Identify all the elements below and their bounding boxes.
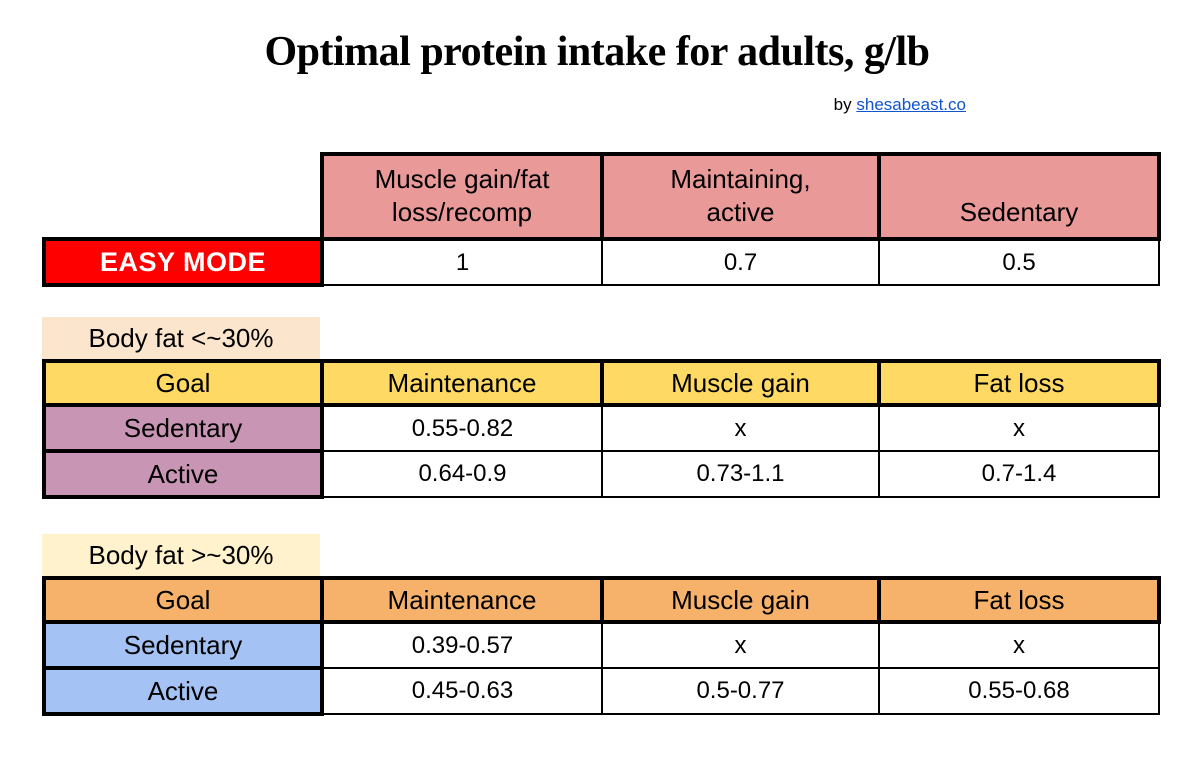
high-bf-active-label: Active (42, 666, 324, 716)
low-bf-active-row: Active 0.64-0.9 0.73-1.1 0.7-1.4 (42, 449, 1160, 499)
easy-header-muscle-gain: Muscle gain/fat loss/recomp (320, 152, 604, 241)
page-title: Optimal protein intake for adults, g/lb (264, 29, 930, 75)
easy-value-muscle-gain: 1 (321, 238, 603, 286)
low-bf-active-muscle-gain: 0.73-1.1 (601, 450, 880, 498)
high-bf-active-muscle-gain: 0.5-0.77 (601, 667, 880, 715)
high-bf-active-row: Active 0.45-0.63 0.5-0.77 0.55-0.68 (42, 666, 1160, 716)
high-bodyfat-table: Goal Maintenance Muscle gain Fat loss Se… (42, 576, 1161, 716)
easy-header-row: Muscle gain/fat loss/recomp Maintaining,… (44, 152, 1161, 241)
byline: by shesabeast.co (834, 95, 966, 115)
high-bf-sedentary-fat-loss: x (878, 621, 1160, 669)
easy-value-maintaining-active: 0.7 (601, 238, 880, 286)
low-bf-header-fat-loss: Fat loss (877, 359, 1161, 407)
low-bf-active-label: Active (42, 449, 324, 499)
high-bf-header-maintenance: Maintenance (320, 576, 604, 624)
low-bf-active-fat-loss: 0.7-1.4 (878, 450, 1160, 498)
easy-mode-row-label: EASY MODE (42, 237, 324, 287)
low-bodyfat-section-label: Body fat <~30% (42, 317, 320, 359)
low-bf-sedentary-muscle-gain: x (601, 404, 880, 452)
high-bf-sedentary-label: Sedentary (42, 620, 324, 670)
easy-corner-empty-cell (44, 154, 322, 239)
high-bf-header-goal: Goal (42, 576, 324, 624)
high-bf-header-row: Goal Maintenance Muscle gain Fat loss (42, 576, 1161, 624)
byline-link[interactable]: shesabeast.co (856, 95, 966, 114)
low-bf-header-maintenance: Maintenance (320, 359, 604, 407)
high-bf-sedentary-maintenance: 0.39-0.57 (321, 621, 603, 669)
low-bf-header-goal: Goal (42, 359, 324, 407)
high-bf-header-muscle-gain: Muscle gain (600, 576, 881, 624)
low-bf-active-maintenance: 0.64-0.9 (321, 450, 603, 498)
easy-header-maintaining-active: Maintaining, active (600, 152, 881, 241)
high-bodyfat-section-label: Body fat >~30% (42, 534, 320, 576)
high-bf-active-maintenance: 0.45-0.63 (321, 667, 603, 715)
low-bf-sedentary-maintenance: 0.55-0.82 (321, 404, 603, 452)
low-bf-header-row: Goal Maintenance Muscle gain Fat loss (42, 359, 1161, 407)
easy-mode-row: EASY MODE 1 0.7 0.5 (42, 237, 1160, 287)
easy-header-sedentary: Sedentary (877, 152, 1161, 241)
easy-mode-table: Muscle gain/fat loss/recomp Maintaining,… (42, 152, 1161, 287)
byline-prefix: by (833, 95, 852, 114)
low-bodyfat-table: Goal Maintenance Muscle gain Fat loss Se… (42, 359, 1161, 499)
high-bf-sedentary-muscle-gain: x (601, 621, 880, 669)
low-bf-sedentary-label: Sedentary (42, 403, 324, 453)
high-bf-active-fat-loss: 0.55-0.68 (878, 667, 1160, 715)
low-bf-header-muscle-gain: Muscle gain (600, 359, 881, 407)
low-bf-sedentary-fat-loss: x (878, 404, 1160, 452)
high-bf-header-fat-loss: Fat loss (877, 576, 1161, 624)
high-bf-sedentary-row: Sedentary 0.39-0.57 x x (42, 620, 1160, 670)
low-bf-sedentary-row: Sedentary 0.55-0.82 x x (42, 403, 1160, 453)
easy-value-sedentary: 0.5 (878, 238, 1160, 286)
